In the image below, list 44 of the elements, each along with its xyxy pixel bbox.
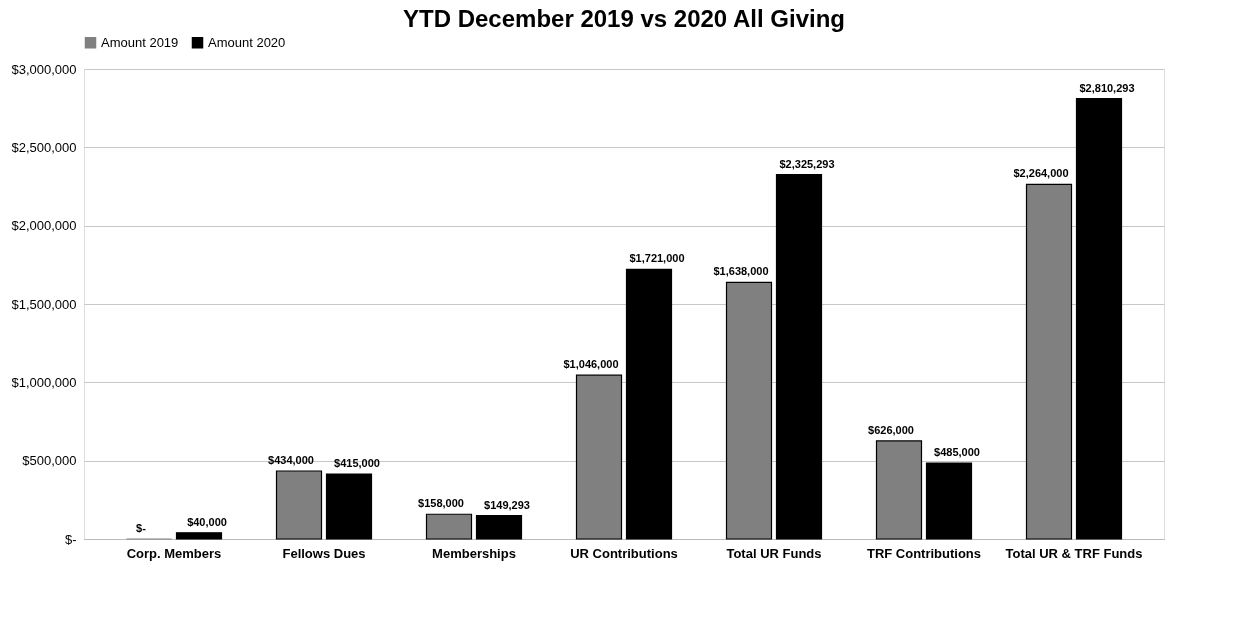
data-label: $-	[136, 522, 147, 534]
legend-label: Amount 2019	[101, 34, 179, 50]
bar	[575, 374, 623, 540]
y-tick-label: $2,000,000	[11, 218, 77, 234]
data-label: $2,325,293	[779, 157, 835, 170]
bar	[325, 473, 373, 540]
x-tick-label: UR Contributions	[570, 545, 678, 561]
data-label: $2,264,000	[1013, 167, 1069, 180]
y-tick-label: $2,500,000	[11, 139, 77, 155]
bar	[425, 513, 473, 540]
bar	[1025, 183, 1073, 540]
x-tick-label: Memberships	[432, 545, 516, 561]
data-label: $485,000	[934, 446, 980, 459]
bar	[275, 470, 323, 540]
data-label: $1,721,000	[629, 252, 685, 265]
bar	[475, 515, 523, 540]
data-label: $415,000	[334, 456, 380, 469]
y-tick-label: $1,500,000	[11, 296, 77, 312]
y-tick-label: $1,000,000	[11, 374, 77, 390]
bar	[1075, 98, 1123, 540]
data-label: $158,000	[418, 497, 464, 510]
data-label: $2,810,293	[1079, 81, 1135, 94]
y-tick-label: $-	[64, 531, 77, 547]
data-label: $1,046,000	[563, 358, 619, 371]
y-tick-label: $500,000	[22, 453, 77, 469]
x-tick-label: Total UR & TRF Funds	[1005, 545, 1143, 561]
data-label: $626,000	[868, 423, 914, 436]
data-label: $434,000	[268, 454, 314, 467]
x-tick-label: Fellows Dues	[282, 545, 366, 561]
bar	[725, 281, 773, 540]
chart-title: YTD December 2019 vs 2020 All Giving	[403, 5, 845, 32]
x-tick-label: Corp. Members	[126, 545, 222, 561]
data-label: $1,638,000	[713, 265, 769, 278]
x-tick-label: TRF Contributions	[866, 545, 982, 561]
data-label: $149,293	[484, 498, 530, 511]
bar	[775, 174, 823, 540]
data-label: $40,000	[187, 515, 227, 528]
bar	[175, 532, 223, 540]
bar	[925, 462, 973, 540]
legend-label: Amount 2020	[208, 34, 286, 50]
x-tick-label: Total UR Funds	[726, 545, 822, 561]
bar	[625, 268, 673, 540]
bar	[875, 440, 923, 540]
y-tick-label: $3,000,000	[11, 61, 77, 77]
